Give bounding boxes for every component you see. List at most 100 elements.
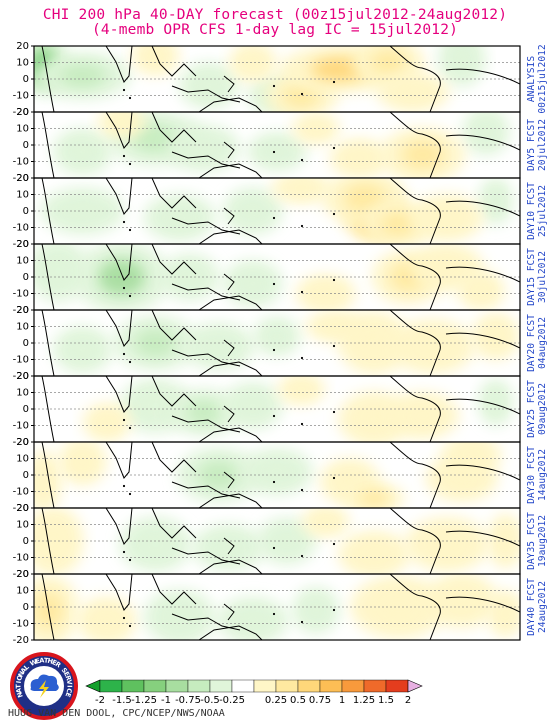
coastline-south-america (445, 332, 520, 349)
colorbar-tick-label: -0.5 (200, 695, 220, 706)
anomaly-core (371, 50, 407, 75)
y-tick-label: -10 (13, 619, 29, 630)
panel-4: 20 10 0 -10 -20 DAY15 FCST 30jul2012 (13, 239, 548, 316)
panel-7: 20 10 0 -10 -20 DAY30 FCST 14aug2012 (13, 437, 548, 514)
logo-letter: E (51, 658, 58, 667)
y-tick-label: -20 (13, 305, 29, 316)
logo-letter: I (65, 685, 73, 688)
anomaly-core (68, 337, 98, 362)
anomaly-core (304, 598, 328, 623)
anomaly-core (95, 412, 119, 433)
anomaly-core (68, 139, 98, 164)
coastline-south-america (445, 398, 520, 415)
logo-letter: I (15, 680, 23, 684)
panel-3: 20 10 0 -10 -20 DAY10 FCST 25jul2012 (13, 173, 548, 250)
anomaly-core (469, 280, 493, 301)
logo-letter: A (39, 656, 45, 664)
colorbar-tick-label: -2 (95, 695, 105, 706)
y-tick-label: 10 (16, 190, 29, 201)
island-dot (128, 624, 132, 628)
colorbar-swatch (275, 679, 299, 693)
coastline-australia (198, 493, 263, 508)
coastline-central-america (389, 46, 441, 112)
colorbar-tick-label: 2 (405, 695, 411, 706)
chart-subtitle: (4-memb OPR CFS 1-day lag IC = 15jul2012… (91, 22, 459, 38)
anomaly-core (186, 136, 222, 161)
panel-field (34, 46, 520, 112)
coastline-asia (151, 310, 197, 341)
anomaly-core (262, 141, 292, 162)
colorbar-swatch (187, 679, 211, 693)
coastline-africa (41, 310, 55, 376)
panel-label-line2: 04aug2012 (537, 317, 548, 369)
panel-label-line2: 20jul2012 (537, 119, 548, 171)
panel-9: 20 10 0 -10 -20 DAY40 FCST 24aug2012 (13, 569, 548, 646)
coastline-asia (151, 442, 197, 473)
coastline-australia (198, 625, 263, 640)
anomaly-core (313, 513, 338, 530)
panel-side-label: DAY5 FCST 20jul2012 (526, 119, 548, 171)
panel-side-label: DAY25 FCST 09aug2012 (526, 380, 548, 438)
coastline-india (105, 178, 133, 215)
coastline-africa (41, 442, 55, 508)
island-dot (272, 414, 276, 418)
coastline-africa (41, 574, 55, 640)
y-tick-label: -20 (13, 371, 29, 382)
coastline-asia (151, 112, 197, 143)
island-dot (300, 488, 304, 492)
island-dot (300, 290, 304, 294)
y-tick-label: -10 (13, 553, 29, 564)
y-tick-label: -10 (13, 355, 29, 366)
anomaly-core (486, 390, 505, 415)
panel-2: 20 10 0 -10 -20 DAY5 FCST 20jul2012 (13, 107, 548, 184)
coastline-asia (151, 244, 197, 275)
island-dot (272, 612, 276, 616)
anomaly-core (412, 332, 453, 361)
anomaly-core (345, 148, 375, 169)
panel-1: 20 10 0 -10 -20 ANALYSIS 00z15jul2012 (13, 41, 548, 118)
y-tick-label: -20 (13, 173, 29, 184)
panel-label-line1: DAY15 FCST (526, 248, 537, 306)
island-dot (332, 542, 336, 546)
y-tick-label: 10 (16, 124, 29, 135)
panel-label-line2: 30jul2012 (537, 251, 548, 303)
colorbar-tick-label: -1.25 (131, 695, 157, 706)
island-dot (128, 426, 132, 430)
anomaly-core (265, 326, 289, 347)
panel-side-label: DAY40 FCST 24aug2012 (526, 578, 548, 636)
panel-label-line2: 14aug2012 (537, 449, 548, 501)
island-dot (122, 418, 126, 422)
colorbar-swatch (165, 679, 189, 693)
y-tick-label: 0 (23, 602, 29, 613)
y-tick-label: -10 (13, 289, 29, 300)
y-tick-label: 0 (23, 272, 29, 283)
logo-letter: E (62, 670, 71, 678)
colorbar-tick-label: 1.25 (353, 695, 375, 706)
logo-letter: H (47, 657, 54, 666)
colorbar-tick-label: 1.5 (378, 695, 394, 706)
coastline-asia (151, 508, 197, 539)
credit-line: HUUG VAN DEN DOOL, CPC/NCEP/NWS/NOAA (8, 708, 225, 719)
coastline-central-america (389, 376, 441, 442)
island-dot (300, 92, 304, 96)
y-tick-label: 20 (16, 305, 29, 316)
y-tick-label: 20 (16, 503, 29, 514)
coastline-india (105, 244, 133, 281)
anomaly-core (405, 403, 441, 428)
panel-field (34, 244, 520, 310)
coastline-central-america (389, 508, 441, 574)
coastline-south-america (445, 596, 520, 613)
island-dot (128, 360, 132, 364)
colorbar-tick-label: -0.75 (175, 695, 201, 706)
coastline-africa (41, 508, 55, 574)
coastline-australia (198, 229, 263, 244)
colorbar-low-extension (85, 679, 101, 693)
panel-field (34, 310, 520, 376)
coastline-india (105, 508, 133, 545)
y-tick-label: 10 (16, 58, 29, 69)
island-dot (332, 80, 336, 84)
logo-letter: C (65, 688, 74, 694)
y-tick-label: 0 (23, 206, 29, 217)
coastline-south-america (445, 464, 520, 481)
